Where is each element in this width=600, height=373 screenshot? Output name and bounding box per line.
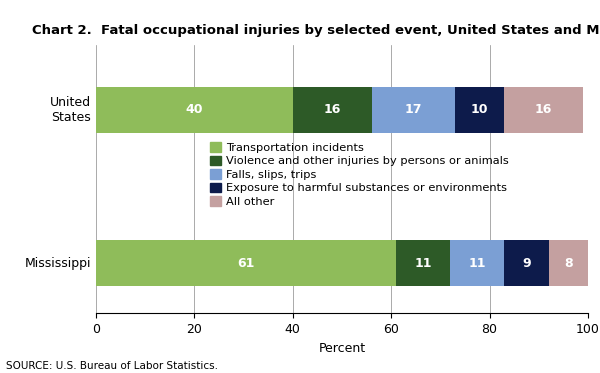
Bar — [548, 241, 588, 286]
Text: 8: 8 — [564, 257, 572, 270]
Bar — [505, 241, 548, 286]
Bar — [96, 241, 396, 286]
Bar — [396, 241, 450, 286]
Text: 10: 10 — [471, 103, 488, 116]
Text: 40: 40 — [185, 103, 203, 116]
Text: 11: 11 — [415, 257, 432, 270]
Text: 16: 16 — [323, 103, 341, 116]
Text: 16: 16 — [535, 103, 553, 116]
X-axis label: Percent: Percent — [319, 342, 365, 355]
Bar — [505, 87, 583, 133]
Bar — [455, 87, 505, 133]
Text: 9: 9 — [522, 257, 531, 270]
Bar — [96, 87, 293, 133]
Text: 17: 17 — [404, 103, 422, 116]
Text: SOURCE: U.S. Bureau of Labor Statistics.: SOURCE: U.S. Bureau of Labor Statistics. — [6, 361, 218, 371]
Text: 11: 11 — [469, 257, 486, 270]
Text: 61: 61 — [238, 257, 255, 270]
Legend: Transportation incidents, Violence and other injuries by persons or animals, Fal: Transportation incidents, Violence and o… — [210, 142, 509, 207]
Text: Chart 2.  Fatal occupational injuries by selected event, United States and Missi: Chart 2. Fatal occupational injuries by … — [32, 23, 600, 37]
Bar — [450, 241, 505, 286]
Bar — [371, 87, 455, 133]
Bar — [293, 87, 371, 133]
